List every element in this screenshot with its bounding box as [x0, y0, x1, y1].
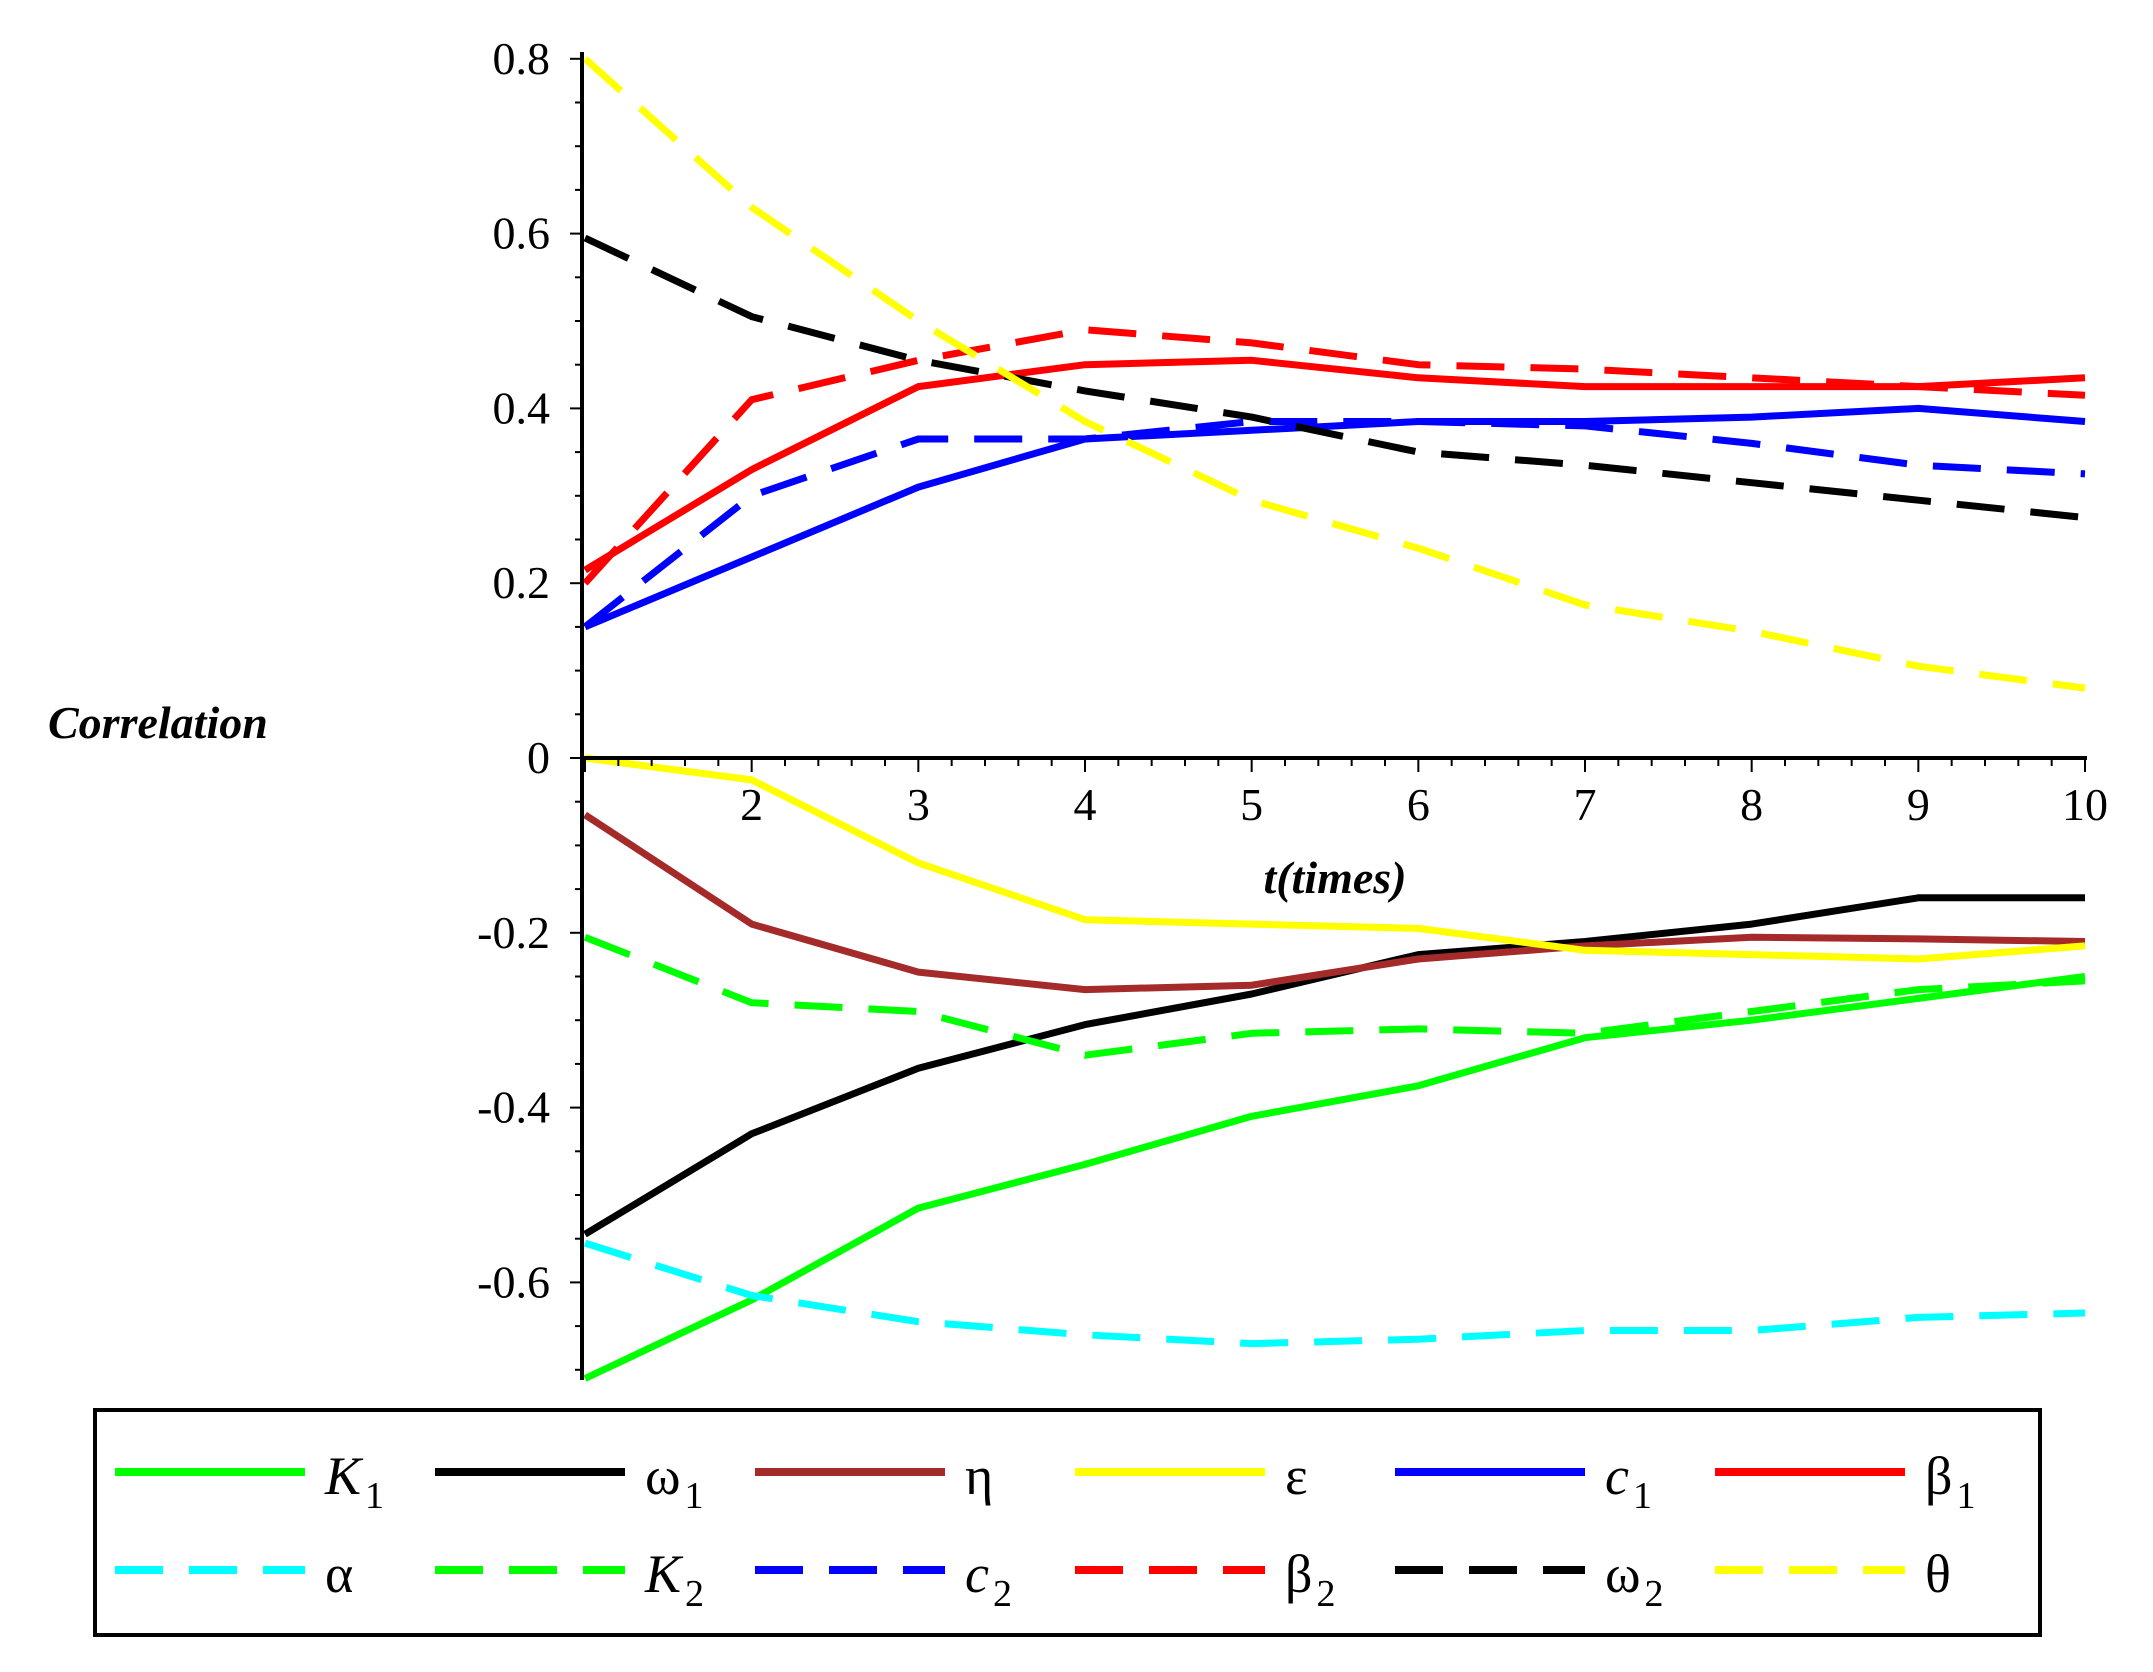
x-tick-label: 2 [740, 779, 763, 830]
x-tick-labels: 2 3 4 5 6 7 8 9 10 [740, 779, 2108, 830]
x-axis-title: t(times) [1263, 852, 1406, 903]
series-lines [582, 56, 2086, 1382]
series-line-12 [582, 56, 2086, 692]
y-tick-label: 0.2 [493, 557, 551, 608]
y-axis-title: Correlation [48, 697, 268, 748]
y-tick-label: -0.6 [477, 1256, 550, 1307]
legend-label: ε [1285, 1446, 1308, 1506]
series-line-7 [583, 1239, 2086, 1348]
y-tick-label: -0.4 [477, 1082, 550, 1133]
x-tick-label: 5 [1240, 779, 1263, 830]
legend-label: θ [1925, 1544, 1951, 1604]
series-line-10 [582, 326, 2086, 586]
series-line-11 [583, 234, 2086, 522]
legend: K 1 ω 1 η ε c 1 β 1α K 2 c 2 β 2 ω 2 θ [93, 1408, 2042, 1637]
x-tick-label: 10 [2062, 779, 2108, 830]
x-tick-label: 4 [1074, 779, 1097, 830]
series-line-9 [582, 418, 2086, 630]
x-tick-label: 9 [1907, 779, 1930, 830]
series-line-3 [583, 811, 2086, 994]
x-tick-label: 8 [1740, 779, 1763, 830]
x-tick-label: 6 [1407, 779, 1430, 830]
y-tick-label: 0.6 [493, 208, 551, 259]
series-line-5 [583, 404, 2086, 631]
y-tick-label: -0.2 [477, 907, 550, 958]
x-tick-label: 7 [1574, 779, 1597, 830]
legend-label: α [325, 1544, 353, 1604]
series-line-6 [583, 356, 2086, 574]
y-tick-label: 0.4 [493, 382, 551, 433]
y-tick-labels: 0.8 0.6 0.4 0.2 0 -0.2 -0.4 -0.6 [477, 33, 550, 1308]
series-line-8 [583, 933, 2086, 1059]
legend-label: η [965, 1446, 993, 1506]
x-tick-label: 3 [907, 779, 930, 830]
y-tick-label: 0.8 [493, 33, 551, 84]
series-line-1 [583, 973, 2086, 1382]
series-line-4 [584, 754, 2086, 963]
y-tick-label: 0 [527, 732, 550, 783]
series-line-2 [583, 894, 2085, 1238]
axes [570, 52, 2087, 1380]
legend-box [93, 1408, 2042, 1637]
